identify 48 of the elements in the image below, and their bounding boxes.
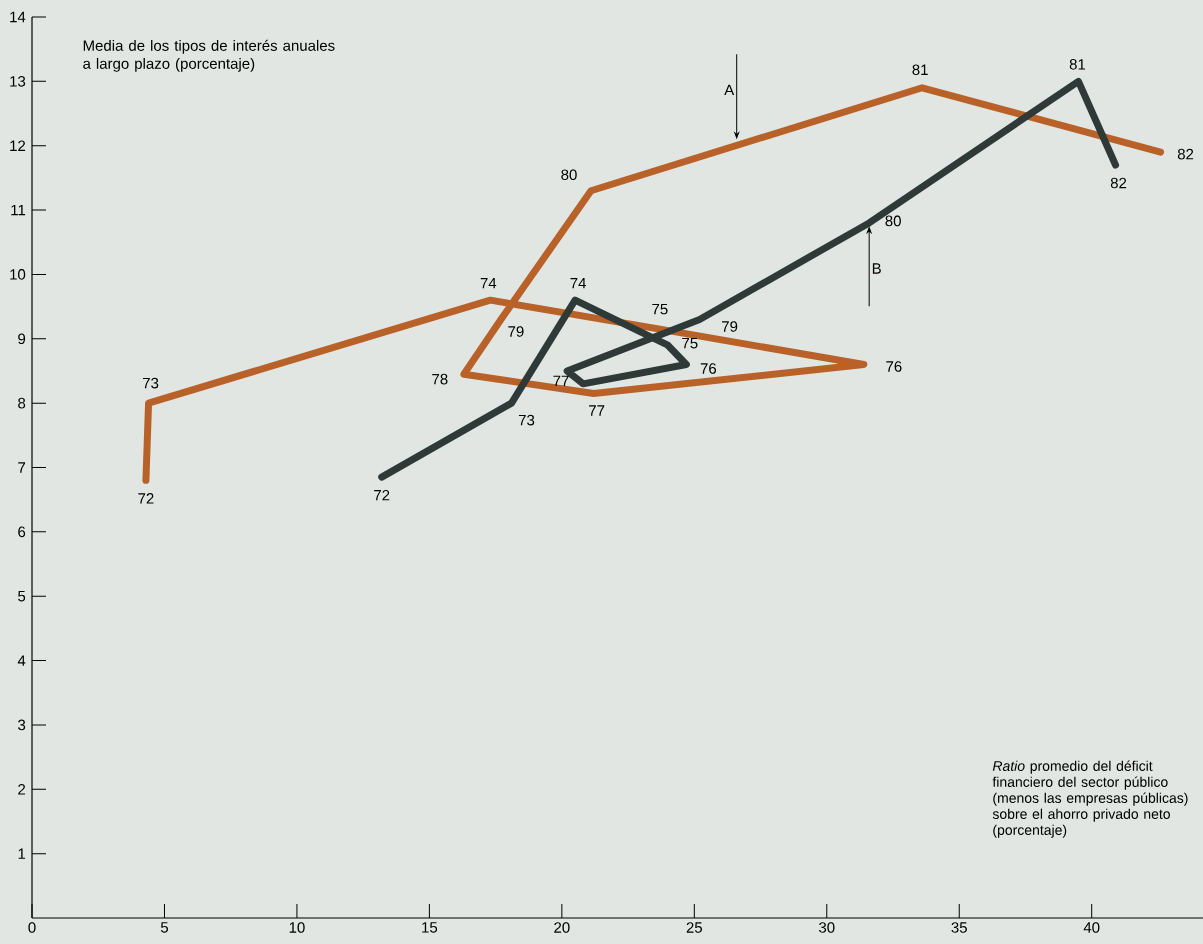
- annotation: 79: [508, 326, 524, 337]
- annotation: 82: [1110, 177, 1127, 189]
- annotation: 73: [518, 414, 535, 426]
- x-tick-label: 40: [1083, 922, 1100, 933]
- annotation: 76: [700, 363, 717, 374]
- annotation: 75: [652, 303, 668, 315]
- annotation: 81: [1069, 59, 1086, 70]
- x-tick-label: 30: [819, 922, 835, 933]
- x-tick-label: 15: [422, 922, 438, 933]
- annotation: 81: [912, 64, 928, 76]
- y-tick-label: 12: [10, 140, 26, 151]
- x-tick-label: 10: [289, 922, 305, 933]
- x-tick-label: 35: [951, 922, 967, 933]
- y-tick-label: 6: [18, 526, 26, 538]
- annotation: 82: [1177, 148, 1194, 160]
- y-tick-label: 8: [18, 397, 26, 409]
- annotation: 76: [886, 361, 902, 372]
- annotation: 73: [143, 377, 159, 389]
- y-tick-label: 2: [18, 784, 26, 795]
- y-axis-title: Media de los tipos de interés anuales a largo plazo (porcentaje): [83, 39, 335, 72]
- annotation: 74: [480, 278, 497, 289]
- x-tick-label: 0: [28, 922, 36, 933]
- y-tick-label: 4: [17, 655, 26, 666]
- x-axis-title: Ratio promedio del déficit financiero del sector público (menos las empresas públicas) sobre el ahorro privado neto (porcentaje): [992, 760, 1188, 838]
- y-tick-label: 3: [18, 719, 26, 731]
- annotation: A: [724, 84, 735, 96]
- annotation: 77: [589, 405, 605, 416]
- y-tick-label: 5: [18, 590, 26, 602]
- y-tick-label: 14: [10, 11, 26, 23]
- x-tick-label: 25: [686, 922, 703, 933]
- annotation: 74: [570, 278, 586, 289]
- y-tick-label: 10: [10, 269, 26, 280]
- annotation: 80: [561, 169, 577, 181]
- annotation: 80: [885, 215, 901, 227]
- annotation: B: [872, 263, 881, 274]
- x-tick-label: 20: [554, 922, 570, 933]
- y-tick-label: 1: [18, 848, 26, 859]
- annotation: 75: [682, 337, 698, 349]
- annotation: 72: [138, 493, 154, 504]
- y-tick-label: 11: [11, 204, 26, 216]
- annotation: 72: [374, 489, 390, 501]
- x-tick-label: 5: [160, 922, 169, 933]
- y-tick-label: 7: [18, 462, 26, 473]
- y-tick-label: 13: [10, 76, 26, 87]
- annotation: 77: [553, 375, 569, 386]
- annotation: 79: [722, 321, 738, 332]
- y-tick-label: 9: [18, 333, 26, 345]
- annotation: 78: [432, 373, 448, 385]
